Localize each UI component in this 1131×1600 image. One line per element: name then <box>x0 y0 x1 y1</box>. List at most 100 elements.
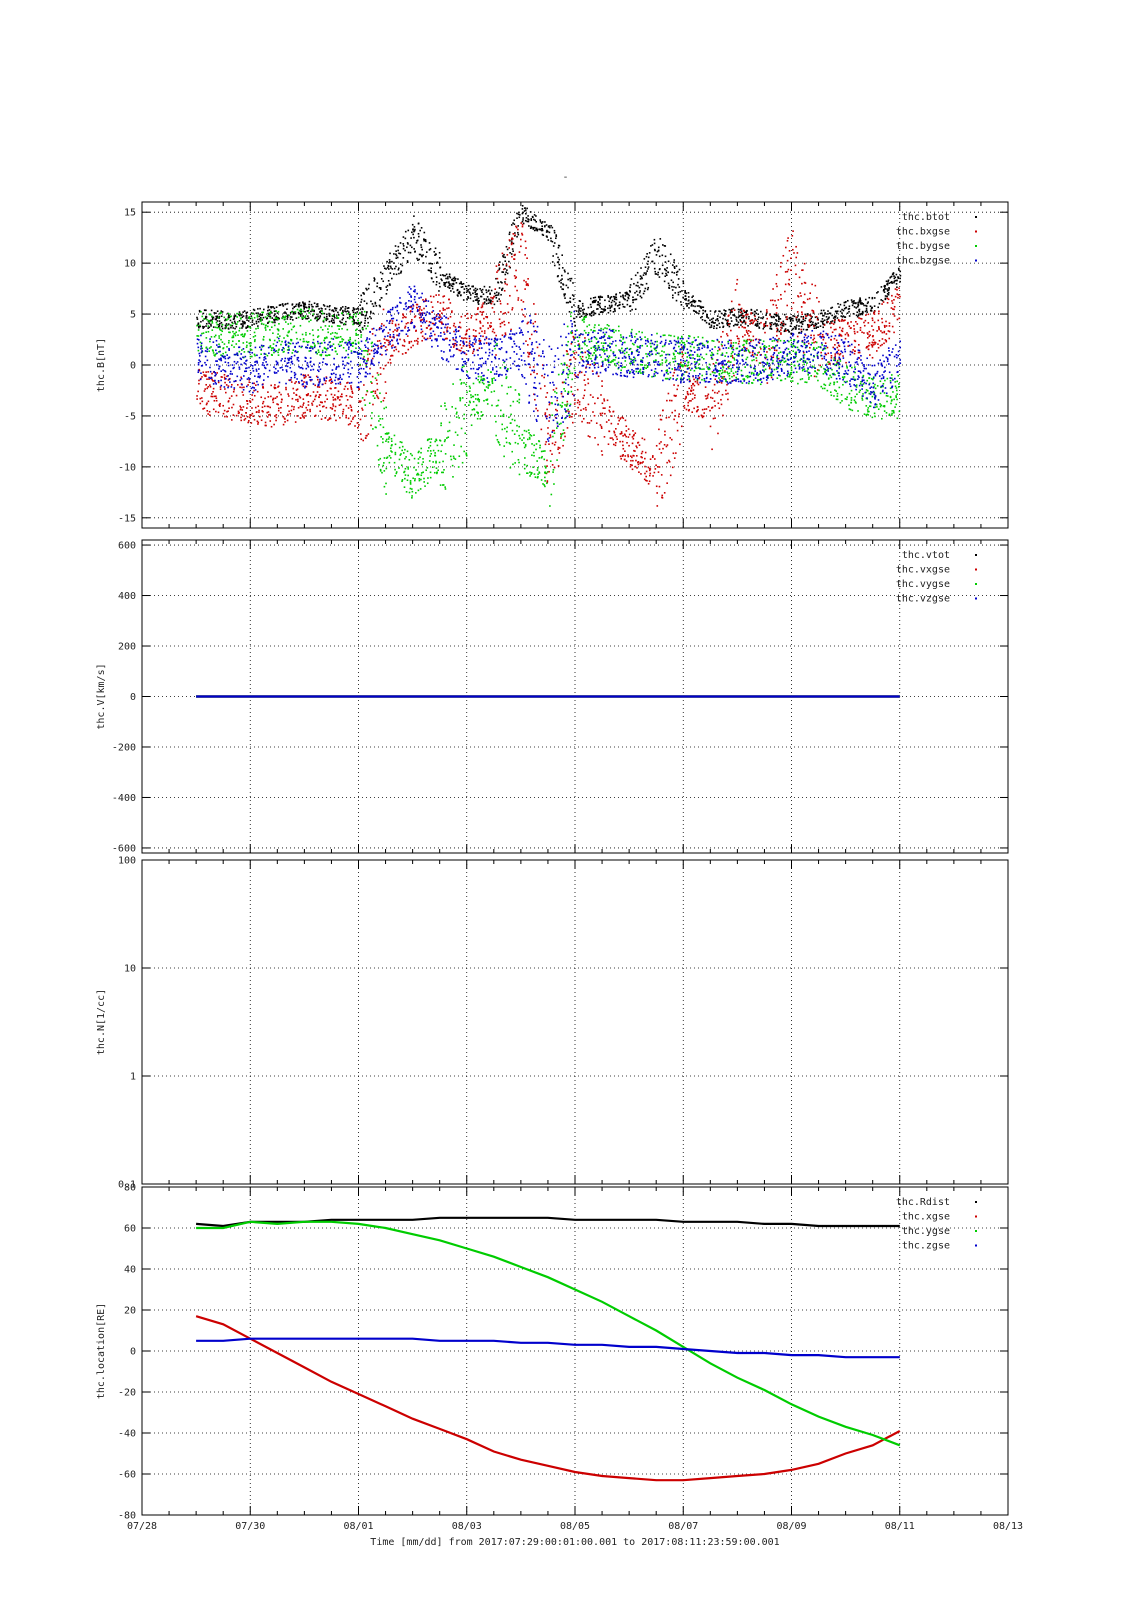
data-point <box>352 317 354 319</box>
data-point <box>775 282 778 285</box>
data-point <box>625 435 628 438</box>
data-point <box>623 433 626 436</box>
data-point <box>451 464 454 467</box>
data-point <box>695 410 698 413</box>
data-point <box>614 441 617 444</box>
data-point <box>560 406 563 408</box>
data-point <box>259 313 261 316</box>
data-point <box>405 352 407 354</box>
data-point <box>308 303 310 306</box>
data-point <box>730 309 733 312</box>
data-point <box>442 274 445 277</box>
data-point <box>670 279 673 282</box>
data-point <box>286 334 288 337</box>
data-point <box>480 376 483 378</box>
series-thc.btot <box>196 204 902 335</box>
data-point <box>614 359 616 361</box>
data-point <box>811 283 813 286</box>
data-point <box>442 301 445 304</box>
data-point <box>307 400 310 403</box>
data-point <box>562 369 565 371</box>
data-point <box>497 399 500 402</box>
data-point <box>608 304 611 307</box>
data-point <box>553 443 556 446</box>
data-point <box>630 459 632 462</box>
data-point <box>258 409 260 412</box>
data-point <box>593 301 596 304</box>
data-point <box>769 325 772 328</box>
data-point <box>341 338 343 340</box>
data-point <box>545 224 548 226</box>
data-point <box>376 382 379 385</box>
data-point <box>211 378 213 381</box>
data-point <box>586 422 589 424</box>
data-point <box>308 312 310 314</box>
data-point <box>468 385 471 388</box>
data-point <box>242 342 245 344</box>
data-point <box>897 267 900 270</box>
data-point <box>522 217 524 219</box>
data-point <box>605 421 608 423</box>
data-point <box>809 318 811 321</box>
data-point <box>668 334 670 337</box>
data-point <box>890 281 892 284</box>
data-point <box>557 246 560 249</box>
data-point <box>379 299 381 301</box>
data-point <box>227 379 230 381</box>
data-point <box>342 311 344 313</box>
data-point <box>701 306 704 308</box>
data-point <box>690 385 693 387</box>
data-point <box>400 270 403 273</box>
data-point <box>381 354 383 356</box>
data-point <box>757 318 759 321</box>
data-point <box>631 468 634 471</box>
data-point <box>403 315 406 318</box>
data-point <box>700 307 703 309</box>
data-point <box>749 320 752 322</box>
data-point <box>262 386 264 389</box>
data-point <box>332 314 334 317</box>
data-point <box>613 331 615 334</box>
data-point <box>625 292 628 294</box>
data-point <box>615 364 617 367</box>
data-point <box>390 437 393 440</box>
data-point <box>351 396 353 398</box>
data-point <box>795 256 798 259</box>
data-point <box>614 434 617 436</box>
data-point <box>893 298 895 301</box>
data-point <box>478 381 481 383</box>
data-point <box>264 353 267 356</box>
data-point <box>716 315 719 317</box>
data-point <box>632 437 635 440</box>
data-point <box>267 405 270 408</box>
data-point <box>487 298 490 301</box>
data-point <box>751 322 754 325</box>
data-point <box>516 212 518 215</box>
data-point <box>324 354 327 357</box>
data-point <box>794 328 797 330</box>
data-point <box>871 341 874 344</box>
data-point <box>546 415 548 418</box>
data-point <box>523 437 525 439</box>
data-point <box>838 353 841 356</box>
data-point <box>822 314 824 317</box>
data-point <box>421 330 424 333</box>
data-point <box>333 313 335 316</box>
data-point <box>624 360 627 362</box>
data-point <box>218 323 220 326</box>
data-point <box>278 348 280 351</box>
data-point <box>597 344 600 347</box>
data-point <box>786 316 788 318</box>
data-point <box>522 222 525 225</box>
data-point <box>240 314 243 316</box>
data-point <box>553 466 556 469</box>
data-point <box>518 434 520 437</box>
data-point <box>200 344 203 347</box>
data-point <box>775 313 778 316</box>
data-point <box>769 314 771 316</box>
data-point <box>208 322 210 325</box>
data-point <box>302 302 305 305</box>
data-point <box>593 414 596 417</box>
data-point <box>278 407 280 410</box>
data-point <box>292 326 295 328</box>
